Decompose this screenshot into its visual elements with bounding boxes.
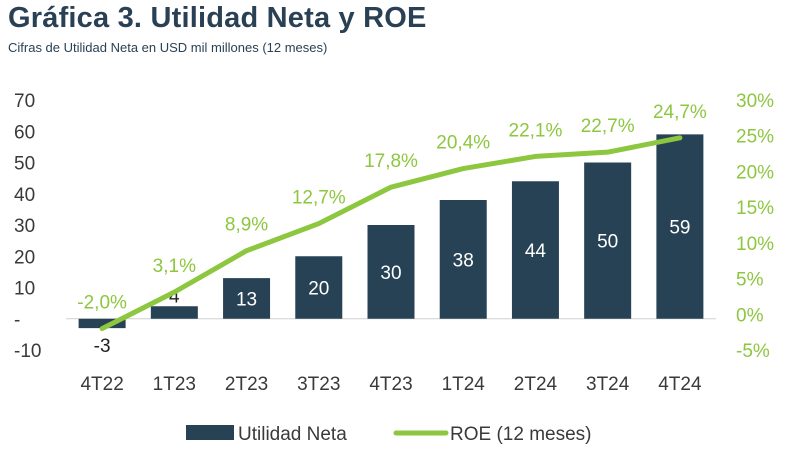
- bar-value-label: 4: [169, 286, 180, 307]
- legend: Utilidad Neta ROE (12 meses): [186, 424, 591, 445]
- category-label: 1T23: [153, 374, 196, 395]
- chart-subtitle: Cifras de Utilidad Neta en USD mil millo…: [8, 40, 328, 55]
- roe-value-labels: -2,0% 3,1% 8,9% 12,7% 17,8% 20,4% 22,1% 22,7% 24…: [77, 102, 707, 314]
- category-label: 3T24: [586, 374, 630, 395]
- bar-value-label: 59: [669, 218, 690, 239]
- right-tick-label: 25%: [736, 127, 774, 148]
- roe-line-series: [99, 135, 683, 332]
- category-label: 2T24: [514, 374, 558, 395]
- category-label: 1T24: [442, 374, 486, 395]
- bar-value-label: 38: [453, 250, 474, 271]
- category-label: 2T23: [225, 374, 268, 395]
- category-axis: 4T22 1T23 2T23 3T23 4T23 1T24 2T24 3T24 4T24: [80, 374, 702, 395]
- right-tick-label: -5%: [736, 341, 770, 362]
- left-tick-label: 40: [14, 185, 35, 206]
- roe-value-label: 17,8%: [364, 151, 418, 172]
- bar-value-label: 44: [525, 241, 547, 262]
- bar-value-label: 30: [380, 263, 401, 284]
- roe-value-label: 20,4%: [436, 133, 490, 154]
- bar-value-label: 20: [308, 279, 329, 300]
- right-axis: -5% 0% 5% 10% 15% 20% 25% 30%: [736, 91, 774, 362]
- legend-bar-swatch: [186, 425, 234, 440]
- bar: [439, 200, 487, 319]
- bar: [150, 306, 198, 319]
- bar: [223, 278, 271, 319]
- roe-value-label: 12,7%: [292, 188, 346, 209]
- chart-title: Gráfica 3. Utilidad Neta y ROE: [8, 2, 427, 34]
- category-label: 3T23: [297, 374, 340, 395]
- legend-bar-label: Utilidad Neta: [238, 424, 347, 445]
- bar: [78, 318, 126, 329]
- roe-value-label: 3,1%: [153, 256, 196, 277]
- left-tick-label: 70: [14, 91, 35, 112]
- left-tick-label: -10: [14, 341, 41, 362]
- category-label: 4T23: [369, 374, 412, 395]
- left-tick-label: 20: [14, 247, 35, 268]
- right-tick-label: 20%: [736, 162, 774, 183]
- roe-value-label: 22,1%: [509, 120, 563, 141]
- roe-value-label: 24,7%: [653, 102, 707, 123]
- right-tick-label: 30%: [736, 91, 774, 112]
- category-label: 4T22: [80, 374, 123, 395]
- bar: [511, 181, 559, 319]
- bar: [584, 162, 632, 319]
- bar-series: [78, 134, 704, 329]
- left-tick-label: -: [14, 310, 20, 331]
- right-tick-label: 10%: [736, 234, 774, 255]
- right-tick-label: 5%: [736, 270, 764, 291]
- roe-value-label: -2,0%: [77, 293, 127, 314]
- right-tick-label: 15%: [736, 198, 774, 219]
- category-label: 4T24: [658, 374, 702, 395]
- bar-value-label: 13: [236, 289, 257, 310]
- bar: [367, 225, 415, 319]
- left-tick-label: 60: [14, 122, 35, 143]
- roe-value-label: 8,9%: [225, 215, 268, 236]
- roe-value-label: 22,7%: [581, 116, 635, 137]
- right-tick-label: 0%: [736, 305, 764, 326]
- left-tick-label: 50: [14, 154, 35, 175]
- left-tick-label: 30: [14, 216, 35, 237]
- left-tick-label: 10: [14, 279, 35, 300]
- bar: [295, 256, 343, 319]
- bar-value-labels: -3 4 13 20 30 38 44 50 59: [94, 218, 691, 358]
- bar-value-label: -3: [94, 336, 111, 357]
- bar: [656, 134, 704, 319]
- bar-value-label: 50: [597, 232, 618, 253]
- legend-line-label: ROE (12 meses): [450, 424, 591, 445]
